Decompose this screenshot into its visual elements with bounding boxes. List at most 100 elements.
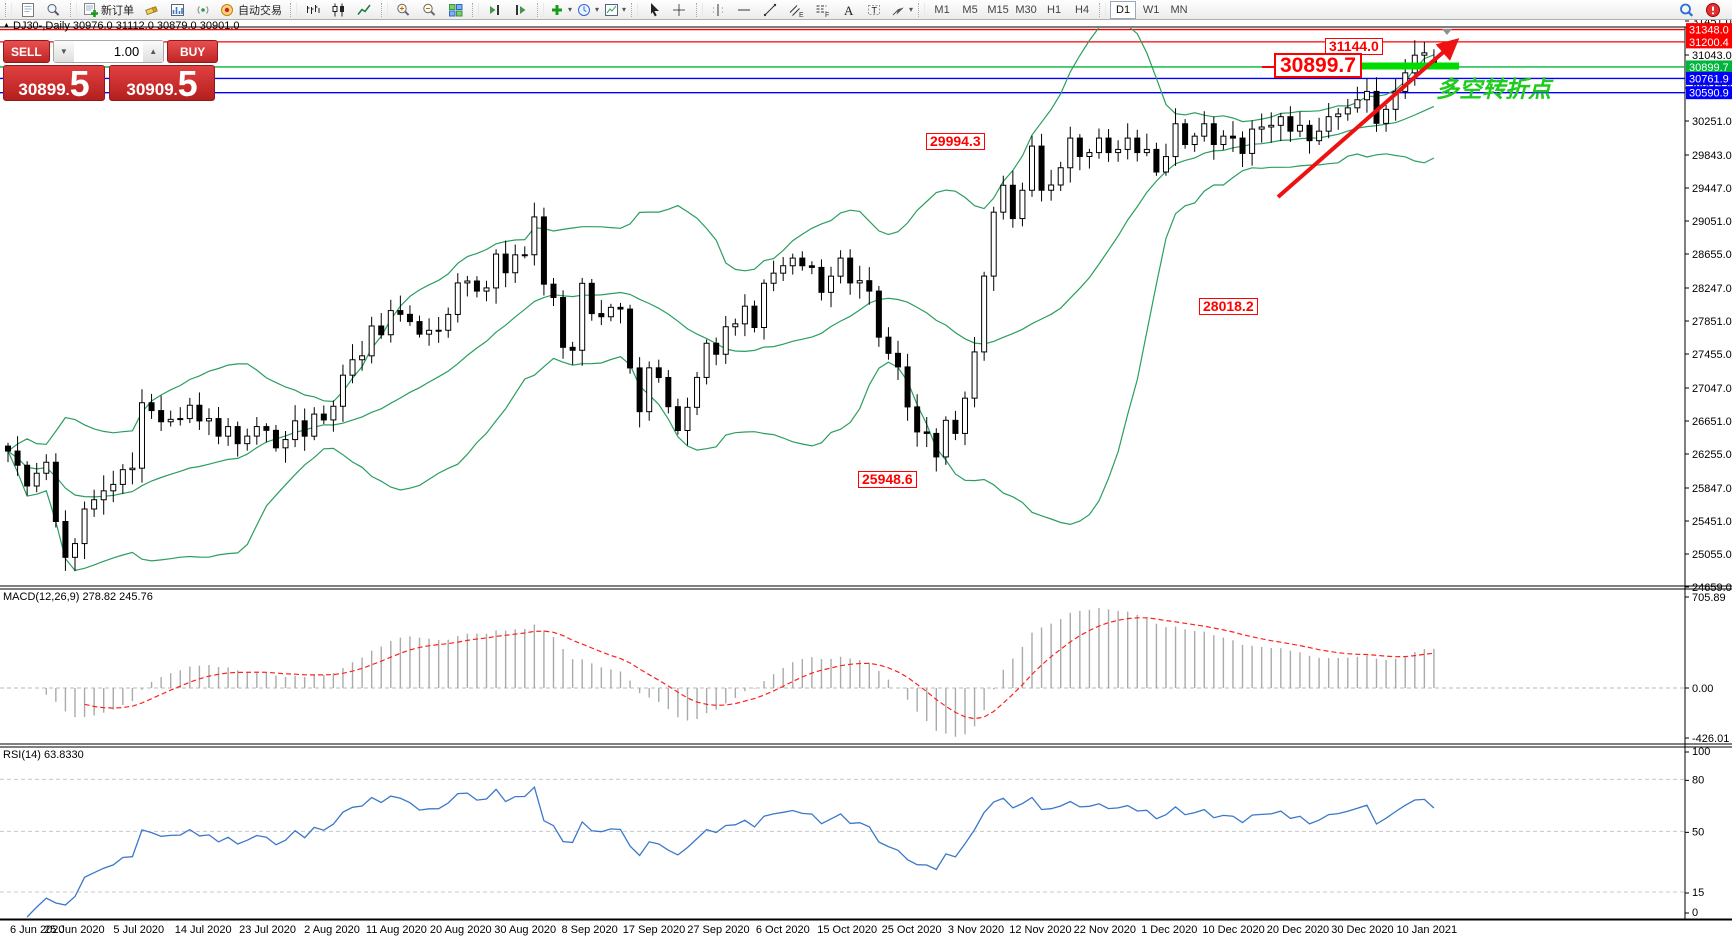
toolbar-text-button[interactable]: A [836, 0, 862, 20]
timeframe-w1-button[interactable]: W1 [1142, 3, 1160, 16]
candle [502, 240, 509, 288]
date-label: 25 Jun 2020 [44, 924, 105, 936]
candle [158, 395, 165, 432]
toolbar-trendline-button[interactable] [758, 0, 784, 20]
bollinger-lower-band [7, 153, 1435, 572]
rsi-scale-label: 80 [1692, 774, 1704, 786]
timeframe-m1-button[interactable]: M1 [934, 3, 950, 16]
timeframe-h4-button[interactable]: H4 [1075, 3, 1090, 16]
date-label: 23 Jul 2020 [239, 924, 296, 936]
toolbar-new-chart-button[interactable] [15, 0, 41, 20]
toolbar-candle-chart-button[interactable] [326, 0, 352, 20]
toolbar-zoom-out-button[interactable] [417, 0, 443, 20]
buy-price-display[interactable]: 30909. 5 [109, 65, 215, 102]
macd-scale-label: 705.89 [1692, 592, 1726, 604]
timeframe-d1-button[interactable]: D1 [1110, 0, 1137, 19]
candle [339, 364, 346, 422]
toolbar-crosshair-button[interactable] [667, 0, 693, 20]
sell-price-display[interactable]: 30899. 5 [3, 65, 105, 102]
volume-increase-button[interactable]: ▲ [143, 41, 164, 62]
toolbar-grip [918, 2, 926, 17]
timeframe-m30-button[interactable]: M30 [1015, 3, 1037, 16]
volume-decrease-button[interactable]: ▼ [53, 41, 74, 62]
toolbar-autotrading-button[interactable]: 自动交易 [217, 0, 287, 20]
toolbar-text-label-button[interactable]: T [862, 0, 888, 20]
macd-scale-label: -426.01 [1692, 733, 1729, 745]
sell-button[interactable]: SELL [3, 40, 50, 63]
toolbar-search-button[interactable] [1674, 0, 1700, 20]
candle [694, 371, 701, 416]
price-tick-label: 28655.0 [1692, 249, 1732, 261]
date-label: 8 Sep 2020 [561, 924, 617, 936]
toolbar-market-watch-button[interactable] [165, 0, 191, 20]
candle [952, 410, 959, 441]
toolbar-shapes-button[interactable]: ▾ [888, 0, 915, 20]
candle [234, 421, 241, 457]
toolbar-line-chart-button[interactable] [352, 0, 378, 20]
candle [1028, 135, 1035, 197]
candle [225, 418, 232, 446]
candle [674, 398, 681, 435]
candle [933, 428, 940, 472]
periods-icon [578, 3, 591, 16]
candle [387, 299, 394, 343]
chart-profile-icon [47, 3, 60, 16]
toolbar-equidistant-channel-button[interactable]: E [784, 0, 810, 20]
new-order-icon [84, 2, 98, 17]
candle [445, 307, 452, 338]
toolbar-alerts-button[interactable] [1700, 0, 1726, 20]
toolbar-bar-chart-button[interactable] [300, 0, 326, 20]
toolbar-fibonacci-button[interactable]: F [810, 0, 836, 20]
toolbar-chart-profile-button[interactable] [41, 0, 67, 20]
svg-text:T: T [872, 5, 878, 15]
candle [770, 260, 777, 292]
candle [904, 353, 911, 421]
trade-panel-row1: SELL ▼ ▲ BUY [3, 40, 218, 63]
toolbar-periods-button[interactable]: ▾ [574, 0, 601, 20]
toolbar-vline-button[interactable] [706, 0, 732, 20]
toolbar-grip [5, 2, 12, 17]
toolbar-new-order-button[interactable]: 新订单 [80, 0, 139, 20]
candle [416, 315, 423, 338]
candle-chart-icon [332, 3, 344, 16]
toolbar-indicators-button[interactable]: ▾ [547, 0, 574, 20]
date-label: 6 Jun 2020 [10, 924, 64, 936]
toolbar-templates-button[interactable]: ▾ [601, 0, 628, 20]
trendline-icon [763, 3, 777, 16]
bar-chart-icon [307, 4, 320, 14]
date-label: 6 Oct 2020 [756, 924, 810, 936]
toolbar-tile-windows-button[interactable] [443, 0, 469, 20]
timeframe-m5-button[interactable]: M5 [962, 3, 978, 16]
bollinger-upper-band [7, 28, 1435, 452]
candle [1048, 169, 1055, 201]
toolbar-eraser-button[interactable] [139, 0, 165, 20]
timeframe-mn-button[interactable]: MN [1170, 3, 1188, 16]
date-label: 5 Jul 2020 [113, 924, 164, 936]
candle [311, 407, 318, 441]
price-tick-label: 29843.0 [1692, 150, 1732, 162]
toolbar-chart-shift-button[interactable] [508, 0, 534, 20]
timeframe-m15-button[interactable]: M15 [987, 3, 1009, 16]
toolbar-auto-scroll-button[interactable] [482, 0, 508, 20]
candle [856, 265, 863, 299]
candle [847, 249, 854, 295]
candle [1268, 112, 1275, 143]
toolbar-zoom-in-button[interactable] [391, 0, 417, 20]
candle [359, 340, 366, 371]
candle [1220, 130, 1227, 150]
text-label-icon: T [868, 4, 881, 15]
toolbar-signal-button[interactable] [191, 0, 217, 20]
toolbar-hline-button[interactable] [732, 0, 758, 20]
candle [655, 359, 662, 383]
volume-input[interactable] [73, 41, 144, 62]
candle [110, 470, 117, 503]
timeframe-h1-button[interactable]: H1 [1047, 3, 1062, 16]
rsi-line [26, 785, 1435, 918]
buy-button[interactable]: BUY [167, 40, 218, 63]
toolbar-cursor-button[interactable] [641, 0, 667, 20]
candle [636, 357, 643, 428]
candle [732, 318, 739, 336]
candle [1373, 77, 1380, 132]
candle [617, 302, 624, 324]
